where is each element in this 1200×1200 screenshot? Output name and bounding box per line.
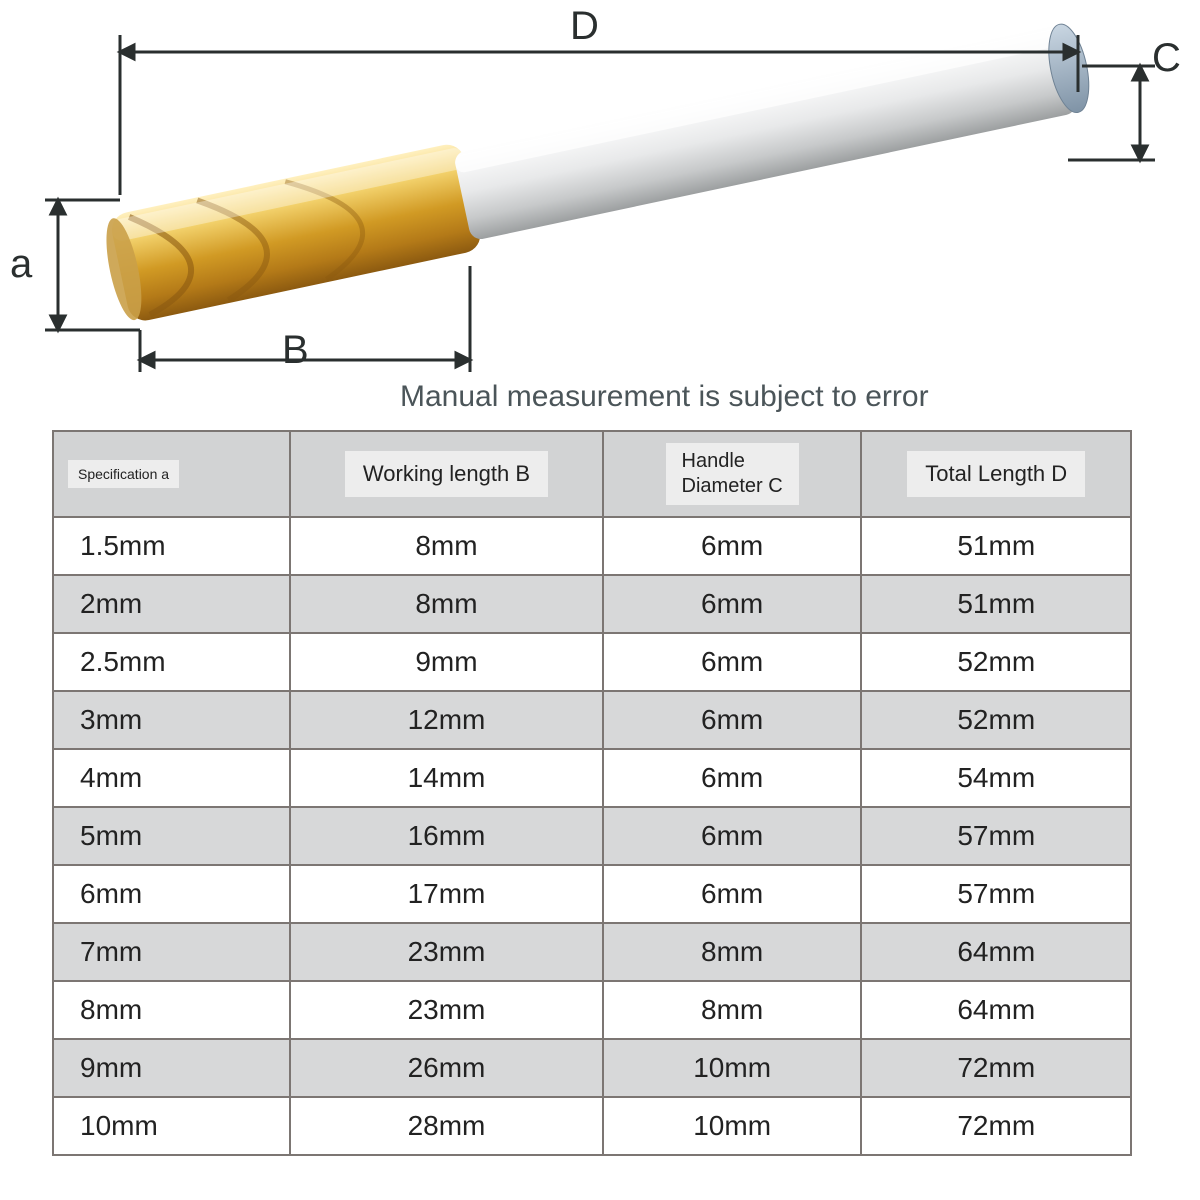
col-header-spec-a: Specification a xyxy=(53,431,290,517)
table-row: 9mm26mm10mm72mm xyxy=(53,1039,1131,1097)
dim-label-b: B xyxy=(282,328,309,373)
col-header-total-d: Total Length D xyxy=(861,431,1131,517)
table-cell: 54mm xyxy=(861,749,1131,807)
table-cell: 6mm xyxy=(53,865,290,923)
table-cell: 57mm xyxy=(861,865,1131,923)
table-row: 7mm23mm8mm64mm xyxy=(53,923,1131,981)
table-row: 2mm8mm6mm51mm xyxy=(53,575,1131,633)
col-header-label: Working length B xyxy=(345,451,548,497)
table-cell: 52mm xyxy=(861,633,1131,691)
table-cell: 64mm xyxy=(861,923,1131,981)
table-cell: 6mm xyxy=(603,749,862,807)
table-row: 3mm12mm6mm52mm xyxy=(53,691,1131,749)
table-row: 2.5mm9mm6mm52mm xyxy=(53,633,1131,691)
col-header-label: HandleDiameter C xyxy=(666,443,799,505)
table-cell: 6mm xyxy=(603,807,862,865)
table-cell: 8mm xyxy=(290,517,603,575)
col-header-working-b: Working length B xyxy=(290,431,603,517)
table-cell: 1.5mm xyxy=(53,517,290,575)
table-cell: 28mm xyxy=(290,1097,603,1155)
table-cell: 9mm xyxy=(290,633,603,691)
table-row: 4mm14mm6mm54mm xyxy=(53,749,1131,807)
table-cell: 17mm xyxy=(290,865,603,923)
table-cell: 2mm xyxy=(53,575,290,633)
table-cell: 6mm xyxy=(603,633,862,691)
table-header-row: Specification a Working length B HandleD… xyxy=(53,431,1131,517)
table-cell: 6mm xyxy=(603,691,862,749)
table-cell: 16mm xyxy=(290,807,603,865)
table-cell: 8mm xyxy=(290,575,603,633)
table-cell: 6mm xyxy=(603,517,862,575)
table-cell: 52mm xyxy=(861,691,1131,749)
table-cell: 6mm xyxy=(603,575,862,633)
table-cell: 51mm xyxy=(861,575,1131,633)
measurement-note: Manual measurement is subject to error xyxy=(400,380,929,414)
table-cell: 64mm xyxy=(861,981,1131,1039)
table-cell: 10mm xyxy=(603,1039,862,1097)
table-cell: 14mm xyxy=(290,749,603,807)
table-cell: 57mm xyxy=(861,807,1131,865)
table-row: 6mm17mm6mm57mm xyxy=(53,865,1131,923)
table-row: 5mm16mm6mm57mm xyxy=(53,807,1131,865)
table-cell: 72mm xyxy=(861,1039,1131,1097)
col-header-label: Total Length D xyxy=(907,451,1085,497)
table-cell: 4mm xyxy=(53,749,290,807)
table-row: 1.5mm8mm6mm51mm xyxy=(53,517,1131,575)
table-cell: 26mm xyxy=(290,1039,603,1097)
dim-label-a: a xyxy=(10,242,32,287)
table-cell: 8mm xyxy=(53,981,290,1039)
table-cell: 8mm xyxy=(603,923,862,981)
table-cell: 51mm xyxy=(861,517,1131,575)
col-header-label: Specification a xyxy=(68,460,179,488)
endmill-diagram xyxy=(0,0,1200,380)
table-cell: 10mm xyxy=(53,1097,290,1155)
diagram-area: D C a B xyxy=(0,0,1200,380)
table-row: 10mm28mm10mm72mm xyxy=(53,1097,1131,1155)
table-cell: 12mm xyxy=(290,691,603,749)
dim-label-d: D xyxy=(570,4,599,49)
table-cell: 9mm xyxy=(53,1039,290,1097)
table-cell: 8mm xyxy=(603,981,862,1039)
table-cell: 6mm xyxy=(603,865,862,923)
table-cell: 5mm xyxy=(53,807,290,865)
spec-table-wrap: Specification a Working length B HandleD… xyxy=(52,430,1132,1156)
table-cell: 2.5mm xyxy=(53,633,290,691)
table-cell: 72mm xyxy=(861,1097,1131,1155)
table-cell: 7mm xyxy=(53,923,290,981)
dim-label-c: C xyxy=(1152,36,1181,81)
table-cell: 10mm xyxy=(603,1097,862,1155)
table-cell: 3mm xyxy=(53,691,290,749)
col-header-handle-c: HandleDiameter C xyxy=(603,431,862,517)
table-cell: 23mm xyxy=(290,923,603,981)
table-row: 8mm23mm8mm64mm xyxy=(53,981,1131,1039)
spec-table: Specification a Working length B HandleD… xyxy=(52,430,1132,1156)
table-cell: 23mm xyxy=(290,981,603,1039)
